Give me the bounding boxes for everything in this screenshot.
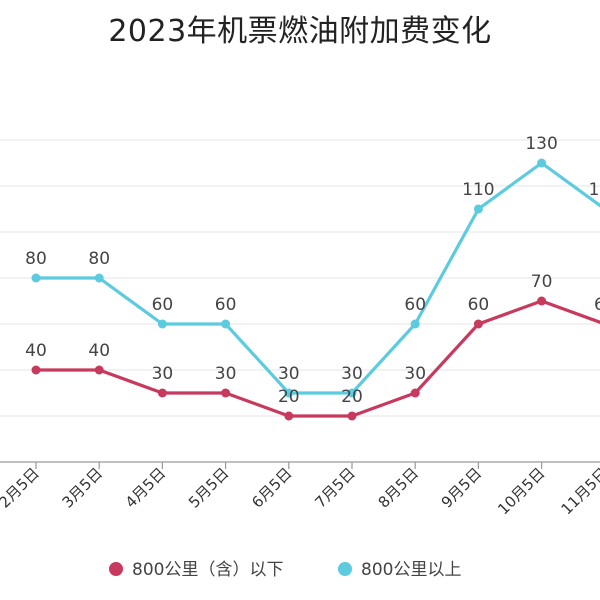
data-point	[157, 388, 167, 398]
data-label: 40	[25, 341, 47, 361]
data-point	[410, 319, 420, 329]
x-tick-label: 4月5日	[122, 464, 169, 511]
data-point	[284, 388, 294, 398]
data-label: 30	[152, 364, 174, 384]
data-point	[31, 273, 41, 283]
series-line-2	[34, 161, 600, 395]
data-label: 30	[215, 364, 237, 384]
data-label: 80	[25, 249, 47, 269]
data-label: 60	[152, 295, 174, 315]
legend: 800公里（含）以下 800公里以上	[109, 560, 461, 580]
data-label: 60	[215, 295, 237, 315]
data-point	[410, 388, 420, 398]
legend-label: 800公里以上	[361, 560, 461, 580]
data-label: 20	[341, 387, 363, 407]
data-point	[31, 365, 41, 375]
x-tick-label: 8月5日	[375, 464, 422, 511]
data-point	[537, 296, 547, 306]
data-label: 60	[404, 295, 426, 315]
series-layer	[31, 158, 600, 421]
x-tick-label: 7月5日	[311, 464, 358, 511]
data-label: 60	[594, 295, 600, 315]
data-point	[221, 319, 231, 329]
x-tick-label: 2月5日	[0, 464, 43, 511]
x-tick-label: 9月5日	[438, 464, 485, 511]
x-tick-label: 6月5日	[248, 464, 295, 511]
data-point	[221, 388, 231, 398]
data-point	[537, 158, 547, 168]
chart-title: 2023年机票燃油附加费变化	[108, 14, 492, 49]
data-point	[347, 411, 357, 421]
data-point	[347, 388, 357, 398]
x-tick-label: 10月5日	[494, 464, 548, 518]
data-label: 110	[589, 180, 600, 200]
legend-label: 800公里（含）以下	[132, 560, 283, 580]
data-label: 80	[88, 249, 110, 269]
data-point	[473, 204, 483, 214]
data-label: 70	[531, 272, 553, 292]
data-label: 20	[278, 387, 300, 407]
data-label: 30	[341, 364, 363, 384]
data-point	[157, 319, 167, 329]
data-label: 30	[278, 364, 300, 384]
x-tick-label: 5月5日	[185, 464, 232, 511]
x-axis: 2月5日 3月5日 4月5日 5月5日 6月5日 7月5日 8月5日 9月5日 10月5日 11月…	[0, 461, 600, 518]
x-tick-label: 3月5日	[59, 464, 106, 511]
data-label: 30	[404, 364, 426, 384]
legend-marker	[109, 562, 123, 576]
data-label: 40	[88, 341, 110, 361]
data-point	[473, 319, 483, 329]
legend-marker	[338, 562, 352, 576]
data-point	[94, 365, 104, 375]
x-tick-label: 11月5日	[557, 464, 600, 518]
data-labels: 40 40 30 30 20 20 30 60 70 60 80 80 60 60 30 30 60 110 130…	[25, 134, 600, 407]
data-label: 130	[525, 134, 557, 154]
series-line-1	[34, 299, 600, 418]
data-point	[284, 411, 294, 421]
data-label: 60	[468, 295, 490, 315]
data-label: 110	[462, 180, 494, 200]
data-point	[94, 273, 104, 283]
